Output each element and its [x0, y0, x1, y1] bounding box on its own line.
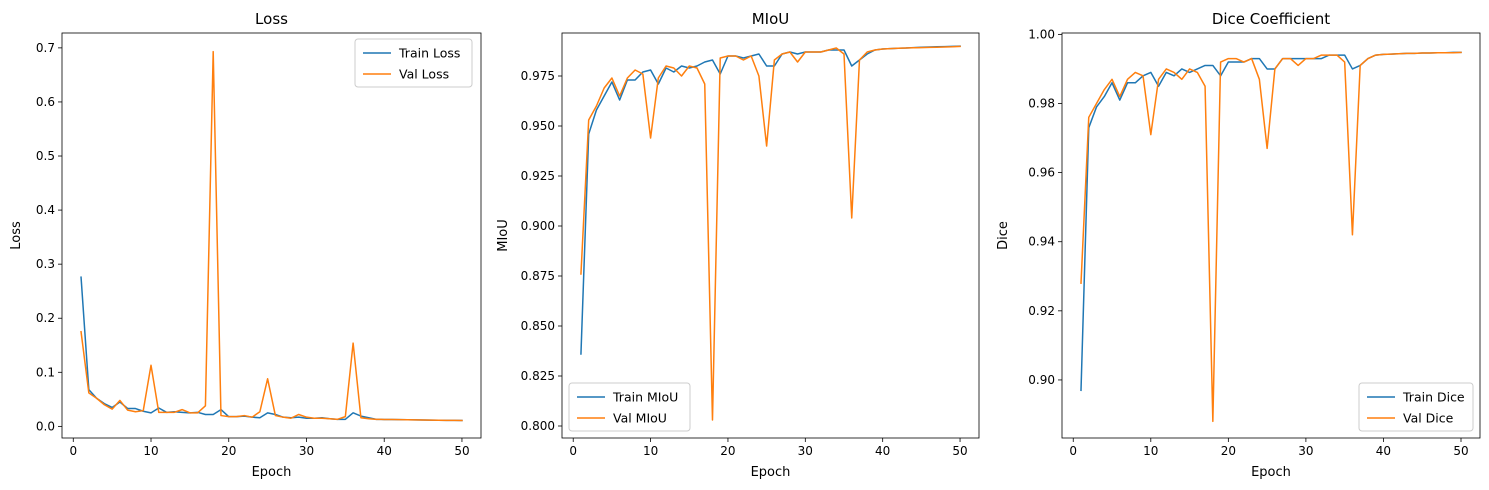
- y-tick-label: 0.7: [36, 41, 55, 55]
- x-tick-label: 10: [643, 444, 658, 458]
- legend-box: [1358, 382, 1474, 432]
- y-tick-label: 0.92: [1028, 304, 1055, 318]
- x-axis-label: Epoch: [751, 465, 791, 480]
- x-tick-label: 50: [952, 444, 967, 458]
- chart-title: Loss: [255, 10, 288, 28]
- plot-lines: [1080, 51, 1462, 423]
- axes-frame: [1061, 32, 1481, 439]
- y-tick-label: 0.875: [521, 269, 555, 283]
- plot-lines: [80, 50, 463, 422]
- y-tick-label: 0.2: [36, 311, 55, 325]
- x-tick-label: 40: [1376, 444, 1391, 458]
- series-line-val-dice: [1080, 51, 1462, 423]
- legend: Train MIoU Val MIoU: [568, 382, 691, 432]
- y-tick-label: 0.90: [1028, 373, 1055, 387]
- y-tick-label: 0.94: [1028, 235, 1055, 249]
- legend-entry: Train Loss: [398, 46, 460, 61]
- axes-frame: [61, 32, 482, 439]
- y-axis-label: Loss: [9, 221, 24, 250]
- chart-title: Dice Coefficient: [1212, 10, 1330, 28]
- x-tick-label: 50: [1453, 444, 1468, 458]
- x-tick-label: 30: [299, 444, 314, 458]
- x-axis-label: Epoch: [252, 465, 292, 480]
- y-tick-label: 0.900: [521, 219, 555, 233]
- x-tick-label: 0: [1069, 444, 1077, 458]
- x-tick-label: 30: [1298, 444, 1313, 458]
- legend: Train Loss Val Loss: [354, 38, 473, 88]
- chart-2: Dice Coefficient 0 10 20 30 40 50 0.90 0.92 0.94 0…: [996, 10, 1481, 480]
- legend-entry: Train Dice: [1402, 390, 1465, 405]
- chart-1: MIoU 0 10 20 30 40 50 0.800 0.825 0.850 0.875 0.900…: [496, 10, 980, 480]
- x-tick-label: 0: [69, 444, 77, 458]
- y-axis-label: MIoU: [496, 219, 511, 252]
- x-tick-label: 20: [720, 444, 735, 458]
- legend-box: [568, 382, 691, 432]
- legend-entry: Train MIoU: [612, 390, 678, 405]
- x-tick-label: 0: [569, 444, 577, 458]
- y-tick-label: 0.1: [36, 365, 55, 379]
- legend-entry: Val Dice: [1403, 411, 1454, 426]
- x-tick-label: 50: [454, 444, 469, 458]
- y-tick-label: 0.950: [521, 119, 555, 133]
- legend-box: [354, 38, 473, 88]
- x-tick-label: 10: [1143, 444, 1158, 458]
- y-tick-label: 0.975: [521, 69, 555, 83]
- chart-title: MIoU: [752, 10, 790, 28]
- y-tick-label: 0.6: [36, 95, 55, 109]
- x-axis-label: Epoch: [1251, 465, 1291, 480]
- x-tick-label: 30: [798, 444, 813, 458]
- y-tick-label: 0.825: [521, 369, 555, 383]
- series-line-train-miou: [580, 45, 961, 355]
- y-tick-label: 0.4: [36, 203, 55, 217]
- y-tick-label: 0.3: [36, 257, 55, 271]
- legend: Train Dice Val Dice: [1358, 382, 1474, 432]
- y-tick-label: 0.925: [521, 169, 555, 183]
- y-tick-label: 1.00: [1028, 27, 1055, 41]
- y-axis-label: Dice: [996, 221, 1011, 250]
- legend-entry: Val Loss: [399, 67, 449, 82]
- series-line-val-miou: [580, 45, 961, 421]
- plot-lines: [580, 45, 961, 421]
- y-tick-label: 0.98: [1028, 96, 1055, 110]
- y-tick-label: 0.96: [1028, 166, 1055, 180]
- legend-entry: Val MIoU: [613, 411, 667, 426]
- y-tick-label: 0.850: [521, 319, 555, 333]
- x-tick-label: 20: [1221, 444, 1236, 458]
- y-tick-label: 0.800: [521, 419, 555, 433]
- y-tick-label: 0.0: [36, 419, 55, 433]
- chart-0: Loss 0 10 20 30 40 50 0.0 0.1 0.2 0.3 0.4 0.5 0.6 0.7 E…: [9, 10, 482, 480]
- y-tick-label: 0.5: [36, 149, 55, 163]
- x-tick-label: 40: [875, 444, 890, 458]
- x-tick-label: 10: [143, 444, 158, 458]
- axes-frame: [561, 32, 980, 439]
- x-tick-label: 40: [377, 444, 392, 458]
- x-tick-label: 20: [221, 444, 236, 458]
- series-line-val-loss: [80, 50, 463, 422]
